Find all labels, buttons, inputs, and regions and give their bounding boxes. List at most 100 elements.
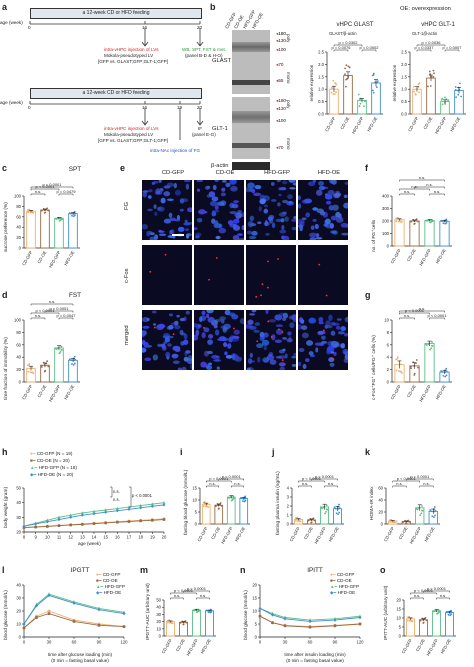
bar-i — [239, 498, 249, 525]
y-tick-label-b-glast: 0.0 — [318, 112, 324, 117]
data-point-m — [197, 609, 200, 612]
sig-label-b-glt1: p = 0.0007 — [442, 45, 462, 50]
sig-label-i: p < 0.0001 — [209, 476, 229, 481]
data-point-c — [70, 212, 73, 215]
bar-j — [333, 508, 342, 525]
x-tick-label-i: HFD-GFP — [220, 526, 234, 545]
data-point-k — [430, 510, 433, 513]
data-point-d — [43, 370, 46, 373]
legend-label: HFD-GFP — [104, 584, 126, 589]
t1-injection-groups: [GFP vs. GLAST;GFP;GLT-1;GFP] — [98, 59, 169, 64]
sig-bracket-j — [298, 485, 312, 488]
t1-tick-0: 0 — [28, 25, 31, 30]
data-point-m — [185, 621, 188, 624]
sig-label-b-glast: p = 0.0302 — [338, 40, 358, 45]
data-point-o — [433, 610, 436, 613]
data-point-f — [397, 220, 400, 223]
y-tick-label-f: 100 — [382, 231, 390, 236]
data-point-l — [97, 608, 101, 612]
y-tick-label-c: 40 — [16, 225, 21, 230]
data-point-j — [325, 508, 328, 511]
data-point-b-glast — [334, 82, 337, 84]
data-point-m — [182, 623, 185, 626]
data-point-o — [449, 614, 452, 617]
data-point-j — [325, 504, 328, 507]
y-tick-label-b-glast: 1.5 — [318, 74, 324, 79]
data-point-f — [413, 223, 416, 225]
data-point-i — [243, 500, 246, 503]
t2-if-panel: (panel E-G) — [192, 132, 216, 137]
x-tick-label-o: HFD-OE — [440, 638, 452, 655]
oe-note: OE: overexpression — [400, 6, 451, 12]
xlabel-l: time after glucose loading (min) — [47, 652, 113, 657]
y-tick-label-h: 40 — [16, 500, 21, 505]
sig-bracket-b-glt1 — [416, 44, 446, 47]
x-tick-label-j: CD-GFP — [289, 526, 301, 543]
data-point-f — [415, 218, 418, 221]
y-tick-label-n: 5 — [255, 622, 258, 627]
data-point-n — [308, 619, 312, 623]
sig-bracket-g — [429, 317, 445, 320]
legend-item: ●━ CD-GFP — [96, 572, 121, 577]
data-point-h — [57, 517, 61, 522]
data-point-l — [22, 622, 26, 626]
data-point-i — [241, 497, 244, 500]
sig-bracket-o — [436, 597, 450, 600]
data-point-i — [232, 497, 235, 500]
data-point-c — [72, 215, 75, 218]
x-tick-label-d: HFD-OE — [63, 384, 75, 401]
sig-label-k: n.s. — [423, 481, 429, 486]
data-point-d — [27, 370, 30, 373]
data-point-m — [167, 621, 169, 624]
y-tick-label-l: 10 — [16, 622, 21, 627]
x-tick-label-m: CD-GFP — [161, 638, 173, 655]
panel-label-c: c — [2, 163, 8, 173]
bar-b-glt1 — [426, 77, 436, 115]
sig-label-k: p < 0.0001 — [397, 476, 417, 481]
marker2-180: ◂180 — [276, 98, 286, 103]
x-tick-label-n: 120 — [357, 640, 365, 645]
legend-label: HFD-GFP — [338, 584, 360, 589]
data-point-b-glast — [344, 67, 346, 70]
data-point-j — [321, 507, 324, 510]
x-tick-label-b-glt1: HFD-OE — [449, 116, 461, 133]
legend-label: CD-OE — [102, 578, 118, 583]
data-point-m — [207, 611, 210, 614]
y-tick-label-m: 0 — [159, 634, 162, 639]
y-tick-label-i: 5 — [195, 510, 198, 515]
data-point-m — [196, 611, 198, 614]
y-tick-label-f: 400 — [382, 194, 390, 199]
title-l: IPGTT — [70, 567, 90, 574]
data-point-b-glast — [348, 66, 351, 69]
marker2-130-label: 130 — [278, 106, 286, 111]
data-point-h — [104, 508, 108, 512]
data-point-c — [60, 218, 63, 221]
sig-bracket-j — [311, 478, 338, 481]
data-point-i — [228, 497, 231, 499]
sig-label-b-glt1: p = 0.0337 — [414, 45, 434, 50]
x-tick-label-i: HFD-OE — [234, 526, 246, 543]
data-point-h — [92, 512, 96, 516]
data-point-h — [104, 510, 108, 514]
marker2-70-label: 70 — [278, 145, 284, 150]
data-point-k — [419, 514, 422, 517]
x-tick-label-h: 10 — [45, 535, 50, 540]
data-point-d — [58, 352, 61, 355]
t2-tick-19: 19 — [177, 105, 183, 110]
data-point-b-glast — [362, 105, 365, 108]
x-tick-label-c: HFD-OE — [63, 250, 75, 267]
data-point-b-glast — [345, 85, 347, 88]
data-point-h — [92, 522, 96, 525]
marker-100-label: 100 — [278, 47, 286, 52]
sig-label-b-glast: p = 0.0002 — [359, 45, 379, 50]
x-tick-label-l: 60 — [72, 640, 77, 645]
data-point-h — [22, 524, 26, 528]
data-point-d — [71, 363, 73, 365]
sig-bracket-j — [324, 485, 338, 488]
data-point-l — [47, 609, 51, 613]
xnote-l: (0 min = fasting basal value) — [51, 658, 109, 663]
sig-label-j: p < 0.0001 — [302, 476, 322, 481]
data-point-l — [122, 625, 126, 628]
data-point-l — [122, 612, 126, 616]
data-point-j — [337, 513, 340, 516]
